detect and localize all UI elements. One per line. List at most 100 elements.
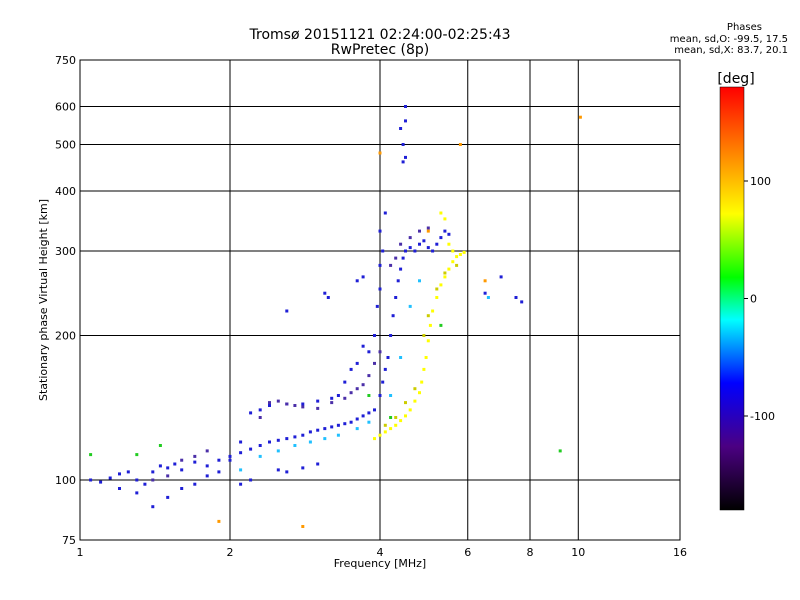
data-point <box>418 229 421 233</box>
data-point <box>418 242 421 246</box>
data-point <box>135 491 139 495</box>
data-point <box>447 232 451 236</box>
data-point <box>367 374 371 378</box>
data-point <box>447 242 451 246</box>
y-tick-label: 500 <box>55 139 76 152</box>
data-point <box>426 246 430 250</box>
data-point <box>514 296 518 299</box>
data-point <box>499 275 503 279</box>
data-point <box>389 394 393 397</box>
data-point <box>378 433 382 437</box>
data-point <box>258 408 262 412</box>
data-point <box>443 229 447 233</box>
y-tick-label: 750 <box>55 54 76 67</box>
data-point <box>276 449 280 453</box>
data-point <box>158 444 162 447</box>
x-tick-label: 8 <box>527 546 534 559</box>
y-tick-label: 100 <box>55 474 76 487</box>
data-point <box>336 433 340 437</box>
data-point <box>404 249 407 253</box>
data-point <box>166 474 170 478</box>
data-point <box>108 476 112 480</box>
data-point <box>408 408 412 412</box>
data-point <box>308 430 312 434</box>
data-point <box>367 420 371 424</box>
data-point <box>483 279 487 283</box>
phases-legend-title: Phases <box>726 22 762 33</box>
data-point <box>424 356 428 359</box>
data-point <box>399 356 403 359</box>
data-point <box>118 472 121 476</box>
data-point <box>293 435 297 439</box>
data-point <box>180 468 184 472</box>
data-point <box>330 396 334 400</box>
data-point <box>394 256 398 260</box>
data-point <box>89 478 93 482</box>
data-point <box>404 155 407 159</box>
data-point <box>268 404 271 407</box>
colorbar <box>719 86 745 511</box>
data-point <box>355 279 359 283</box>
data-point <box>378 287 382 291</box>
data-point <box>383 430 387 434</box>
data-point <box>520 300 524 304</box>
data-point <box>166 495 170 499</box>
data-point <box>151 478 155 482</box>
data-point <box>285 402 289 406</box>
data-point <box>394 423 398 427</box>
data-point <box>458 143 462 146</box>
data-point <box>276 468 280 472</box>
data-point <box>399 267 403 271</box>
data-point <box>349 391 353 395</box>
data-point <box>418 391 421 395</box>
data-point <box>301 525 305 528</box>
data-point <box>462 250 466 254</box>
y-axis-label: Stationary phase Virtual Height [km] <box>37 199 50 401</box>
data-point <box>323 291 327 295</box>
data-point <box>293 444 297 447</box>
data-point <box>193 460 197 464</box>
y-tick-label: 300 <box>55 245 76 258</box>
data-point <box>336 423 340 427</box>
data-point <box>293 404 297 407</box>
data-point <box>151 470 155 474</box>
data-point <box>394 296 398 299</box>
data-point <box>355 417 359 421</box>
data-point <box>439 283 443 287</box>
data-point <box>135 478 139 482</box>
data-point <box>316 462 320 466</box>
data-point <box>404 401 407 405</box>
x-tick-label: 1 <box>77 546 84 559</box>
data-point <box>439 236 443 240</box>
data-point <box>486 296 490 299</box>
data-point <box>193 482 197 486</box>
data-point <box>249 411 253 415</box>
data-point <box>373 437 376 441</box>
data-point <box>435 296 439 299</box>
data-point <box>239 468 243 472</box>
data-point <box>391 314 395 318</box>
data-point <box>193 454 197 458</box>
data-point <box>558 449 562 453</box>
data-point <box>367 394 371 397</box>
data-point <box>268 401 271 405</box>
data-point <box>396 279 400 283</box>
data-point <box>151 505 155 509</box>
colorbar-ticks: 100 0 -100 <box>744 175 775 423</box>
data-point <box>447 267 451 271</box>
data-point <box>135 453 139 457</box>
data-point <box>89 453 93 457</box>
data-point <box>118 487 121 490</box>
data-point <box>217 519 221 523</box>
data-point <box>323 437 327 441</box>
data-point <box>205 449 209 453</box>
data-point <box>343 380 347 384</box>
data-point <box>249 447 253 451</box>
data-point <box>205 474 209 478</box>
data-point <box>443 271 447 275</box>
data-point <box>389 263 393 267</box>
data-point <box>301 466 305 470</box>
data-point <box>378 394 382 397</box>
data-point <box>413 249 417 253</box>
data-point <box>217 470 221 474</box>
